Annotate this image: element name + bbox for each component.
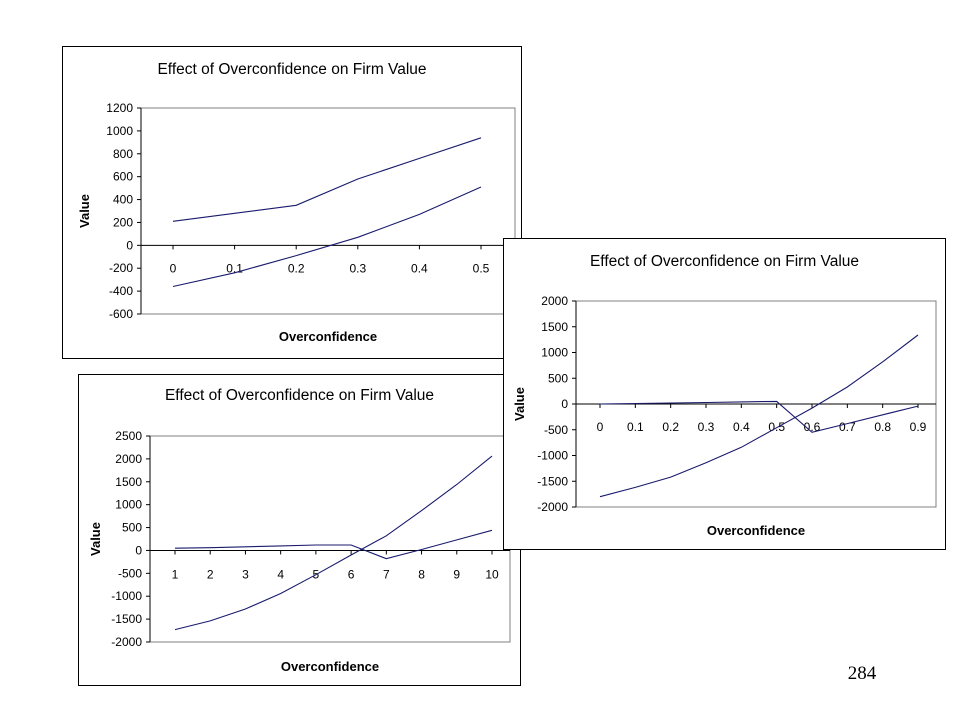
chart0-y-tick-label: -200 <box>109 261 133 275</box>
page-number: 284 <box>847 663 877 684</box>
chart0-x-tick-label: 0.5 <box>473 261 490 275</box>
chart2-x-axis-title: Overconfidence <box>281 659 379 674</box>
chart0-series-1-line <box>172 137 482 222</box>
chart2-y-axis-title: Value <box>88 522 103 556</box>
chart2-x-tick-label: 10 <box>485 567 499 581</box>
chart1-title: Effect of Overconfidence on Firm Value <box>590 253 859 270</box>
chart2-x-tick-label: 8 <box>418 567 425 581</box>
chart-top-left: Effect of Overconfidence on Firm Value -6… <box>77 61 516 344</box>
chart0-title: Effect of Overconfidence on Firm Value <box>157 61 426 78</box>
chart1-y-tick-label: -1500 <box>537 474 568 488</box>
chart0-y-tick-label: 1000 <box>106 124 133 138</box>
chart1-y-tick-label: 2000 <box>541 294 568 308</box>
chart1-x-axis-title: Overconfidence <box>707 523 805 538</box>
chart2-y-tick-label: 2000 <box>115 452 142 466</box>
chart1-x-tick-label: 0.7 <box>839 420 856 434</box>
chart1-y-tick-label: 1500 <box>541 320 568 334</box>
chart-panel-top-left: Effect of Overconfidence on Firm Value -6… <box>62 46 522 359</box>
chart1-y-tick-label: 1000 <box>541 346 568 360</box>
chart1-x-tick-label: 0.8 <box>874 420 891 434</box>
chart2-y-tick-label: 0 <box>135 543 142 557</box>
chart2-y-tick-label: 500 <box>122 521 142 535</box>
chart1-x-tick-label: 0.9 <box>910 420 927 434</box>
chart1-series-1-line <box>599 400 919 433</box>
chart0-y-tick-label: 0 <box>126 238 133 252</box>
chart0-plot-area <box>140 107 516 315</box>
chart0-y-tick-label: 400 <box>113 193 133 207</box>
chart2-series-1-line <box>174 529 493 560</box>
chart0-y-tick-label: -600 <box>109 307 133 321</box>
chart1-y-tick-label: -2000 <box>537 500 568 514</box>
chart1-y-tick-label: -500 <box>544 423 568 437</box>
chart1-x-tick-label: 0.1 <box>627 420 644 434</box>
chart-panel-bottom-left: Effect of Overconfidence on Firm Value -2… <box>78 374 521 686</box>
chart0-x-tick-label: 0.4 <box>411 261 428 275</box>
chart-right: Effect of Overconfidence on Firm Value -2… <box>512 253 937 538</box>
chart-bottom-left: Effect of Overconfidence on Firm Value -2… <box>88 387 511 674</box>
chart0-y-tick-label: -400 <box>109 284 133 298</box>
chart2-x-tick-label: 3 <box>242 567 249 581</box>
chart2-x-tick-label: 6 <box>348 567 355 581</box>
chart2-y-tick-label: 1000 <box>115 498 142 512</box>
chart2-series-2-line <box>174 455 493 631</box>
chart1-y-axis-title: Value <box>512 387 527 421</box>
chart1-x-tick-label: 0.2 <box>662 420 679 434</box>
chart1-x-tick-label: 0.5 <box>768 420 785 434</box>
chart0-y-tick-label: 200 <box>113 215 133 229</box>
chart2-plot-area <box>149 435 511 643</box>
chart2-y-tick-label: 1500 <box>115 475 142 489</box>
chart0-x-tick-label: 0.2 <box>288 261 305 275</box>
chart2-x-tick-label: 7 <box>383 567 390 581</box>
chart0-x-axis-title: Overconfidence <box>279 329 377 344</box>
chart2-x-tick-label: 4 <box>277 567 284 581</box>
chart-panel-right: Effect of Overconfidence on Firm Value -2… <box>503 238 946 550</box>
chart2-y-tick-label: -500 <box>118 566 142 580</box>
chart1-series-2-line <box>599 334 919 498</box>
chart0-x-tick-label: 0.3 <box>349 261 366 275</box>
chart0-y-tick-label: 1200 <box>106 101 133 115</box>
chart1-x-tick-label: 0.4 <box>733 420 750 434</box>
chart2-title: Effect of Overconfidence on Firm Value <box>165 387 434 404</box>
chart1-y-tick-label: 0 <box>561 397 568 411</box>
chart0-y-tick-label: 800 <box>113 147 133 161</box>
chart1-x-tick-label: 0.6 <box>804 420 821 434</box>
chart2-y-tick-label: -1500 <box>111 612 142 626</box>
chart1-x-tick-label: 0 <box>597 420 604 434</box>
chart2-y-tick-label: 2500 <box>115 429 142 443</box>
chart1-y-tick-label: -1000 <box>537 449 568 463</box>
chart0-y-tick-label: 600 <box>113 170 133 184</box>
chart2-x-tick-label: 2 <box>207 567 214 581</box>
chart0-series-2-line <box>172 186 482 288</box>
chart0-y-axis-title: Value <box>77 194 92 228</box>
chart1-y-tick-label: 500 <box>548 371 568 385</box>
chart2-y-tick-label: -1000 <box>111 589 142 603</box>
chart1-x-tick-label: 0.3 <box>698 420 715 434</box>
chart2-y-tick-label: -2000 <box>111 635 142 649</box>
chart0-x-tick-label: 0 <box>170 261 177 275</box>
chart2-x-tick-label: 1 <box>172 567 179 581</box>
chart2-x-tick-label: 9 <box>453 567 460 581</box>
